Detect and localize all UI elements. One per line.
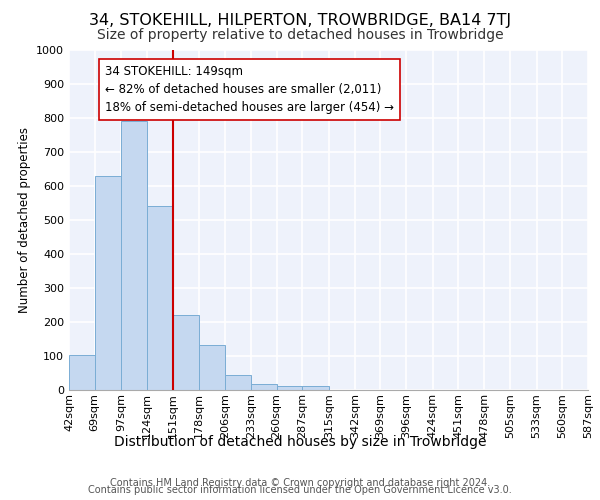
Bar [225, 376, 251, 390]
Bar [69, 355, 95, 390]
Y-axis label: Number of detached properties: Number of detached properties [17, 127, 31, 313]
Text: 34 STOKEHILL: 149sqm
← 82% of detached houses are smaller (2,011)
18% of semi-de: 34 STOKEHILL: 149sqm ← 82% of detached h… [105, 66, 394, 114]
Text: Contains HM Land Registry data © Crown copyright and database right 2024.: Contains HM Land Registry data © Crown c… [110, 478, 490, 488]
Bar [173, 314, 199, 390]
Bar [95, 176, 121, 390]
Text: Distribution of detached houses by size in Trowbridge: Distribution of detached houses by size … [114, 435, 486, 449]
Bar [251, 384, 277, 390]
Bar [277, 386, 302, 390]
Bar [302, 386, 329, 390]
Text: Size of property relative to detached houses in Trowbridge: Size of property relative to detached ho… [97, 28, 503, 42]
Bar [121, 122, 147, 390]
Text: Contains public sector information licensed under the Open Government Licence v3: Contains public sector information licen… [88, 485, 512, 495]
Bar [147, 206, 173, 390]
Text: 34, STOKEHILL, HILPERTON, TROWBRIDGE, BA14 7TJ: 34, STOKEHILL, HILPERTON, TROWBRIDGE, BA… [89, 12, 511, 28]
Bar [199, 345, 225, 390]
